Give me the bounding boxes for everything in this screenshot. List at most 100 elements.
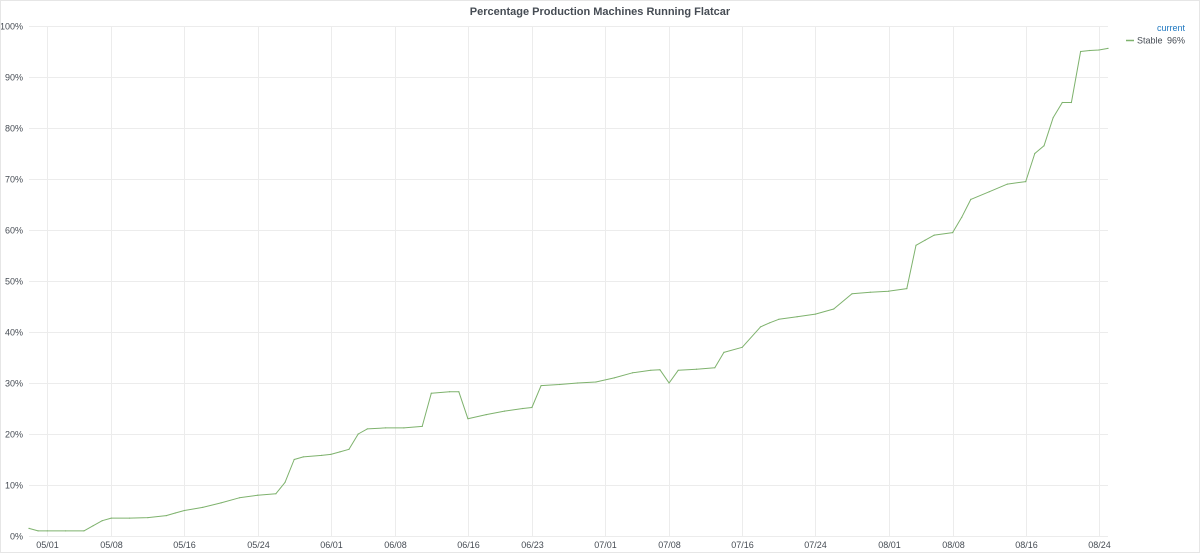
data-point xyxy=(348,448,350,450)
x-tick-label: 08/16 xyxy=(1015,540,1038,550)
data-point xyxy=(668,382,670,384)
x-tick-label: 05/16 xyxy=(173,540,196,550)
data-point xyxy=(220,502,222,504)
data-point xyxy=(1006,183,1009,185)
data-point xyxy=(741,346,743,348)
data-point xyxy=(129,517,131,519)
y-tick-label: 60% xyxy=(5,226,23,236)
data-point xyxy=(1061,101,1063,104)
data-point xyxy=(522,407,524,410)
x-tick-label: 07/16 xyxy=(731,540,754,550)
y-tick-label: 50% xyxy=(5,277,23,287)
x-tick-label: 07/08 xyxy=(658,540,681,550)
data-point xyxy=(238,497,240,499)
data-point xyxy=(970,198,972,200)
data-point xyxy=(769,322,771,324)
y-tick-label: 0% xyxy=(10,532,23,542)
data-point xyxy=(631,372,634,374)
x-tick-label: 08/01 xyxy=(878,540,901,550)
data-point xyxy=(83,530,85,532)
data-point xyxy=(257,494,259,496)
data-point xyxy=(183,509,185,512)
y-tick-label: 80% xyxy=(5,124,23,134)
data-point xyxy=(595,381,597,383)
x-tick-label: 08/24 xyxy=(1088,540,1111,550)
data-point xyxy=(1034,152,1036,155)
x-tick-label: 08/08 xyxy=(942,540,965,550)
data-point xyxy=(366,428,368,430)
x-tick-label: 06/16 xyxy=(457,540,480,550)
data-point xyxy=(92,525,94,527)
data-point xyxy=(650,369,652,371)
data-point xyxy=(814,313,817,315)
data-point xyxy=(385,427,387,429)
data-point xyxy=(467,418,469,420)
data-point xyxy=(540,385,542,387)
data-point xyxy=(833,308,835,310)
data-point xyxy=(988,191,990,193)
data-point xyxy=(330,453,332,455)
data-point xyxy=(952,232,954,234)
data-point xyxy=(302,456,304,458)
data-point xyxy=(887,290,890,292)
data-point xyxy=(339,451,341,453)
data-point xyxy=(778,318,780,320)
data-point xyxy=(759,326,762,328)
y-tick-label: 40% xyxy=(5,328,23,338)
x-tick-label: 05/08 xyxy=(100,540,123,550)
data-point xyxy=(421,425,423,427)
data-point xyxy=(531,406,533,409)
data-point xyxy=(28,527,30,530)
data-point xyxy=(1080,50,1082,53)
data-point xyxy=(101,520,103,522)
x-tick-label: 06/23 xyxy=(521,540,544,550)
panel-title[interactable]: Percentage Production Machines Running F… xyxy=(469,6,731,18)
data-point xyxy=(110,517,112,519)
data-point xyxy=(1089,49,1091,52)
data-point xyxy=(174,512,176,514)
data-point xyxy=(577,382,579,384)
x-tick-label: 06/08 xyxy=(384,540,407,550)
series-line-stable xyxy=(28,47,1109,532)
data-point xyxy=(37,530,39,532)
data-point xyxy=(458,391,460,393)
data-point xyxy=(924,239,926,241)
data-point xyxy=(1098,49,1100,51)
data-point xyxy=(147,517,149,519)
data-point xyxy=(714,367,716,369)
series-layer xyxy=(28,47,1109,532)
grid xyxy=(29,26,1108,537)
data-point xyxy=(869,291,871,293)
data-point xyxy=(165,515,167,517)
legend-header-current[interactable]: current xyxy=(1157,23,1186,33)
x-tick-label: 06/01 xyxy=(320,540,343,550)
data-point xyxy=(357,433,359,435)
data-point xyxy=(202,506,204,508)
y-tick-label: 70% xyxy=(5,175,23,185)
data-point xyxy=(321,454,323,456)
data-point xyxy=(1107,47,1109,50)
data-point xyxy=(659,369,661,371)
legend-current-value: 96% xyxy=(1167,36,1185,46)
legend-item-stable[interactable]: Stable xyxy=(1137,36,1163,46)
x-tick-label: 05/24 xyxy=(247,540,270,550)
y-axis: 0% 10% 20% 30% 40% 50% 60% 70% 80% 90% 100% xyxy=(1,22,23,542)
data-point xyxy=(677,369,679,371)
data-point xyxy=(961,216,963,218)
y-tick-label: 90% xyxy=(5,73,23,83)
data-point xyxy=(933,234,935,236)
data-point xyxy=(1043,145,1045,147)
x-tick-label: 05/01 xyxy=(36,540,59,550)
data-point xyxy=(275,493,277,495)
y-tick-label: 20% xyxy=(5,430,23,440)
data-point xyxy=(796,316,798,318)
data-point xyxy=(558,383,561,386)
data-point xyxy=(284,481,286,483)
data-point xyxy=(65,530,67,532)
y-tick-label: 30% xyxy=(5,379,23,389)
x-tick-label: 07/24 xyxy=(804,540,827,550)
data-point xyxy=(46,530,48,532)
data-point xyxy=(613,377,615,379)
data-point xyxy=(503,410,506,412)
